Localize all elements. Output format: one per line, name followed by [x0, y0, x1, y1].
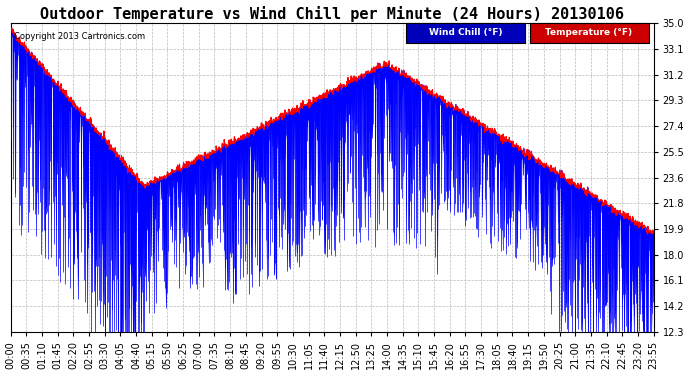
Title: Outdoor Temperature vs Wind Chill per Minute (24 Hours) 20130106: Outdoor Temperature vs Wind Chill per Mi… — [40, 6, 624, 21]
Text: Wind Chill (°F): Wind Chill (°F) — [428, 28, 502, 37]
FancyBboxPatch shape — [529, 23, 649, 43]
Text: Copyright 2013 Cartronics.com: Copyright 2013 Cartronics.com — [14, 32, 145, 41]
Text: Temperature (°F): Temperature (°F) — [546, 28, 633, 37]
FancyBboxPatch shape — [406, 23, 525, 43]
